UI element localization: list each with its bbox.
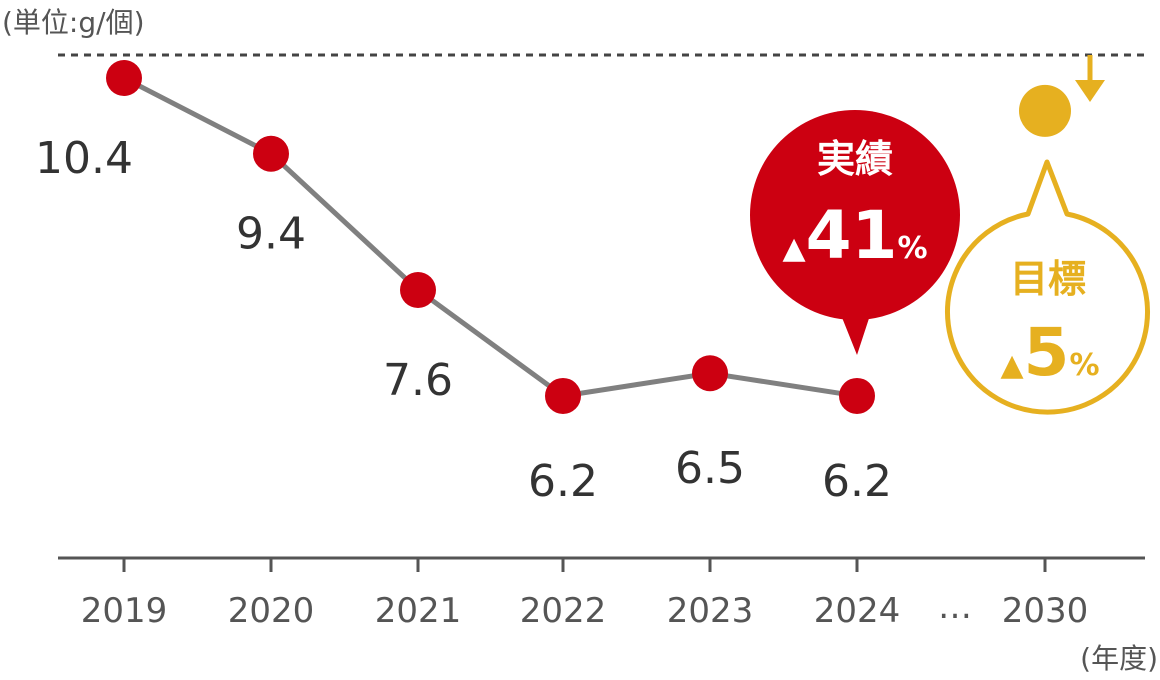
- data-label: 7.6: [383, 355, 453, 406]
- data-label: 10.4: [35, 133, 133, 184]
- actual-callout-value: 41: [806, 197, 898, 274]
- actual-triangle: ▲: [783, 231, 806, 266]
- x-unit-label: (年度): [1080, 642, 1158, 675]
- data-point: [839, 377, 875, 414]
- target-point: [1019, 84, 1071, 137]
- series-line: [122, 75, 858, 399]
- x-tick-label: 2022: [520, 591, 607, 631]
- target-callout-title: 目標: [1010, 257, 1086, 301]
- data-point: [253, 135, 289, 172]
- x-tick-label: 2030: [1002, 591, 1089, 631]
- actual-callout-unit: %: [897, 231, 927, 266]
- target-callout-value: 5: [1024, 314, 1070, 391]
- actual-callout-title: 実績: [817, 137, 893, 181]
- data-point: [400, 271, 436, 308]
- svg-text:▲5%: ▲5%: [1000, 314, 1099, 391]
- x-ellipsis: …: [938, 587, 972, 627]
- data-label: 6.2: [822, 456, 892, 507]
- data-point: [692, 355, 728, 392]
- actual-callout: 実績 ▲41%: [750, 110, 960, 355]
- x-tick-label: 2020: [228, 591, 315, 631]
- target-callout: 目標 ▲5%: [945, 159, 1150, 415]
- arrow-down-head: [1075, 80, 1105, 102]
- data-label: 6.5: [675, 443, 745, 494]
- x-tick-label: 2021: [375, 591, 462, 631]
- data-label: 6.2: [528, 456, 598, 507]
- unit-label: (単位:g/個): [2, 6, 145, 39]
- svg-text:▲41%: ▲41%: [783, 197, 928, 274]
- x-tick-label: 2019: [81, 591, 168, 631]
- data-point: [545, 377, 581, 414]
- target-callout-unit: %: [1069, 348, 1099, 383]
- data-point: [106, 60, 142, 96]
- x-tick-label: 2024: [814, 591, 901, 631]
- x-tick-label: 2023: [667, 591, 754, 631]
- target-triangle: ▲: [1000, 348, 1023, 383]
- data-label: 9.4: [236, 209, 306, 260]
